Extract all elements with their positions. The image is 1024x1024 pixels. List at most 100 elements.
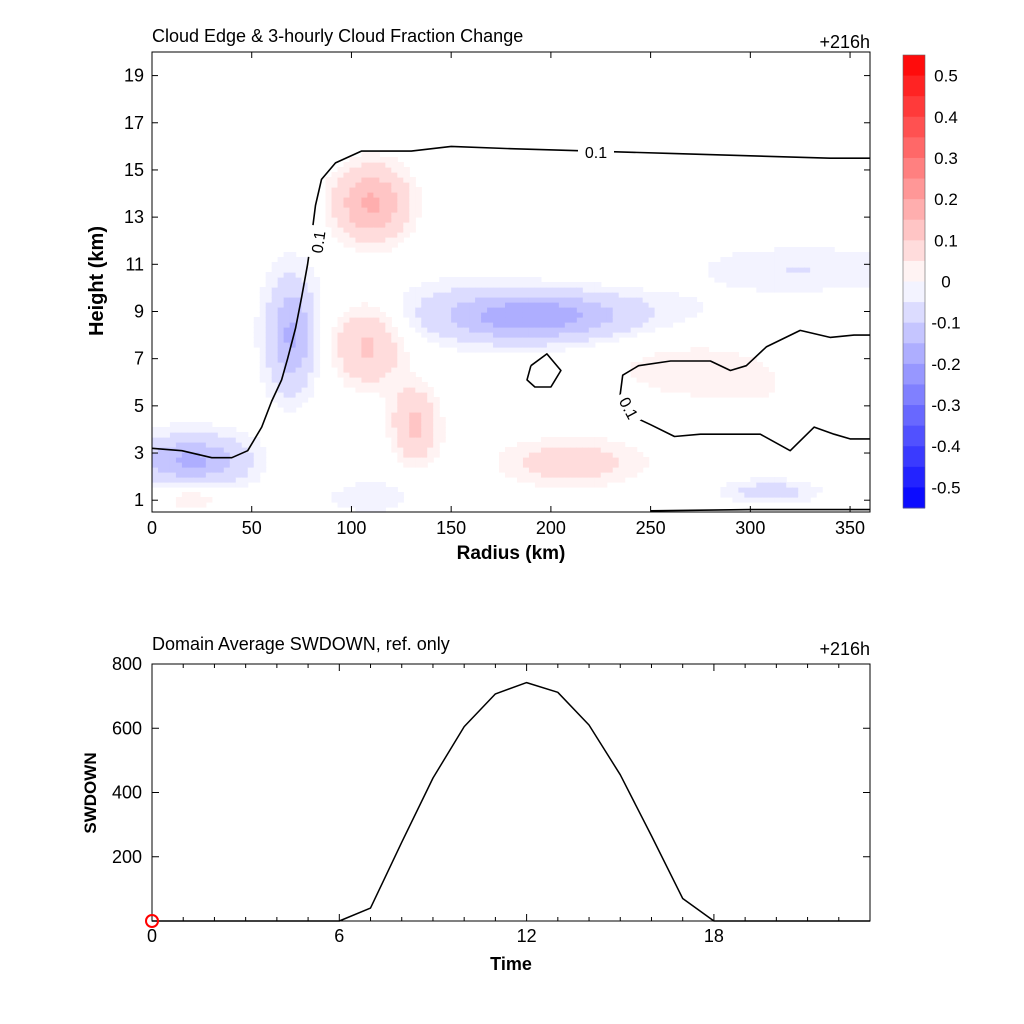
heatmap-cell (726, 392, 733, 398)
heatmap-cell (636, 302, 644, 308)
heatmap-cell (445, 327, 452, 333)
heatmap-cell (534, 332, 542, 338)
heatmap-cell (762, 267, 769, 273)
heatmap-cell (534, 292, 542, 298)
heatmap-cell (253, 447, 261, 453)
heatmap-cell (397, 347, 404, 353)
heatmap-cell (493, 322, 500, 328)
heatmap-cell (373, 357, 380, 363)
contour-line-5 (650, 508, 870, 512)
heatmap-cell (475, 302, 482, 308)
heatmap-cell (744, 267, 751, 273)
heatmap-cell (594, 322, 602, 328)
heatmap-cell (277, 297, 285, 303)
heatmap-cell (391, 492, 398, 498)
heatmap-cell (307, 327, 315, 333)
heatmap-cell (295, 317, 303, 323)
heatmap-cell (187, 452, 195, 458)
heatmap-cell (630, 322, 638, 328)
heatmap-cell (499, 297, 506, 303)
heatmap-cell (391, 372, 398, 378)
heatmap-cell (289, 402, 297, 408)
heatmap-cell (421, 282, 428, 288)
heatmap-cell (552, 447, 560, 453)
heatmap-cell (379, 187, 386, 193)
heatmap-cell (265, 332, 273, 338)
heatmap-cell (780, 267, 787, 273)
heatmap-cell (289, 352, 297, 358)
heatmap-cell (774, 247, 781, 253)
heatmap-cell (534, 337, 542, 343)
heatmap-cell (846, 267, 853, 273)
heatmap-cell (337, 327, 345, 333)
heatmap-cell (361, 182, 368, 188)
heatmap-cell (385, 342, 392, 348)
heatmap-cell (289, 282, 297, 288)
heatmap-cell (397, 337, 404, 343)
heatmap-cell (768, 477, 775, 483)
heatmap-cell (277, 307, 285, 313)
heatmap-cell (708, 367, 716, 373)
heatmap-cell (409, 462, 416, 468)
heatmap-cell (858, 262, 865, 268)
heatmap-cell (804, 247, 811, 253)
heatmap-cell (152, 432, 159, 438)
heatmap-cell (666, 322, 674, 328)
heatmap-cell (169, 422, 177, 428)
heatmap-cell (792, 482, 799, 488)
heatmap-cell (181, 467, 189, 473)
heatmap-cell (499, 292, 506, 298)
heatmap-cell (373, 497, 380, 503)
heatmap-cell (714, 377, 722, 383)
heatmap-cell (445, 317, 452, 323)
heatmap-cell (169, 432, 177, 438)
heatmap-cell (343, 327, 351, 333)
heatmap-cell (852, 267, 859, 273)
heatmap-cell (522, 322, 530, 328)
heatmap-cell (792, 272, 799, 278)
heatmap-cell (283, 287, 291, 293)
heatmap-cell (361, 492, 368, 498)
heatmap-cell (684, 367, 692, 373)
heatmap-cell (516, 472, 524, 478)
heatmap-cell (307, 377, 315, 383)
heatmap-cell (804, 277, 811, 283)
heatmap-cell (391, 497, 398, 503)
heatmap-cell (756, 287, 763, 293)
heatmap-cell (762, 387, 769, 393)
heatmap-cell (313, 302, 321, 308)
heatmap-cell (636, 292, 644, 298)
heatmap-cell (636, 317, 644, 323)
heatmap-cell (439, 432, 446, 438)
heatmap-cell (379, 502, 386, 508)
heatmap-cell (768, 487, 775, 493)
heatmap-cell (732, 487, 739, 493)
heatmap-cell (187, 472, 195, 478)
heatmap-cell (672, 302, 680, 308)
heatmap-cell (433, 317, 440, 323)
heatmap-cell (654, 297, 662, 303)
heatmap-cell (367, 177, 374, 183)
heatmap-cell (582, 342, 590, 348)
heatmap-cell (337, 197, 345, 203)
heatmap-cell (325, 187, 333, 193)
heatmap-cell (313, 297, 321, 303)
heatmap-cell (588, 437, 596, 443)
heatmap-cell (798, 257, 805, 263)
heatmap-cell (451, 307, 458, 313)
heatmap-cell (385, 177, 392, 183)
heatmap-cell (409, 182, 416, 188)
swdown-line (152, 681, 870, 922)
heatmap-cell (588, 297, 596, 303)
heatmap-cell (540, 297, 548, 303)
heatmap-cell (552, 337, 560, 343)
heatmap-cell (499, 327, 506, 333)
heatmap-cell (403, 172, 410, 178)
heatmap-cell (301, 272, 309, 278)
heatmap-cell (439, 297, 446, 303)
heatmap-cell (666, 357, 674, 363)
heatmap-cell (313, 362, 321, 368)
heatmap-cell (361, 327, 368, 333)
heatmap-cell (505, 467, 512, 473)
heatmap-cell (343, 342, 351, 348)
